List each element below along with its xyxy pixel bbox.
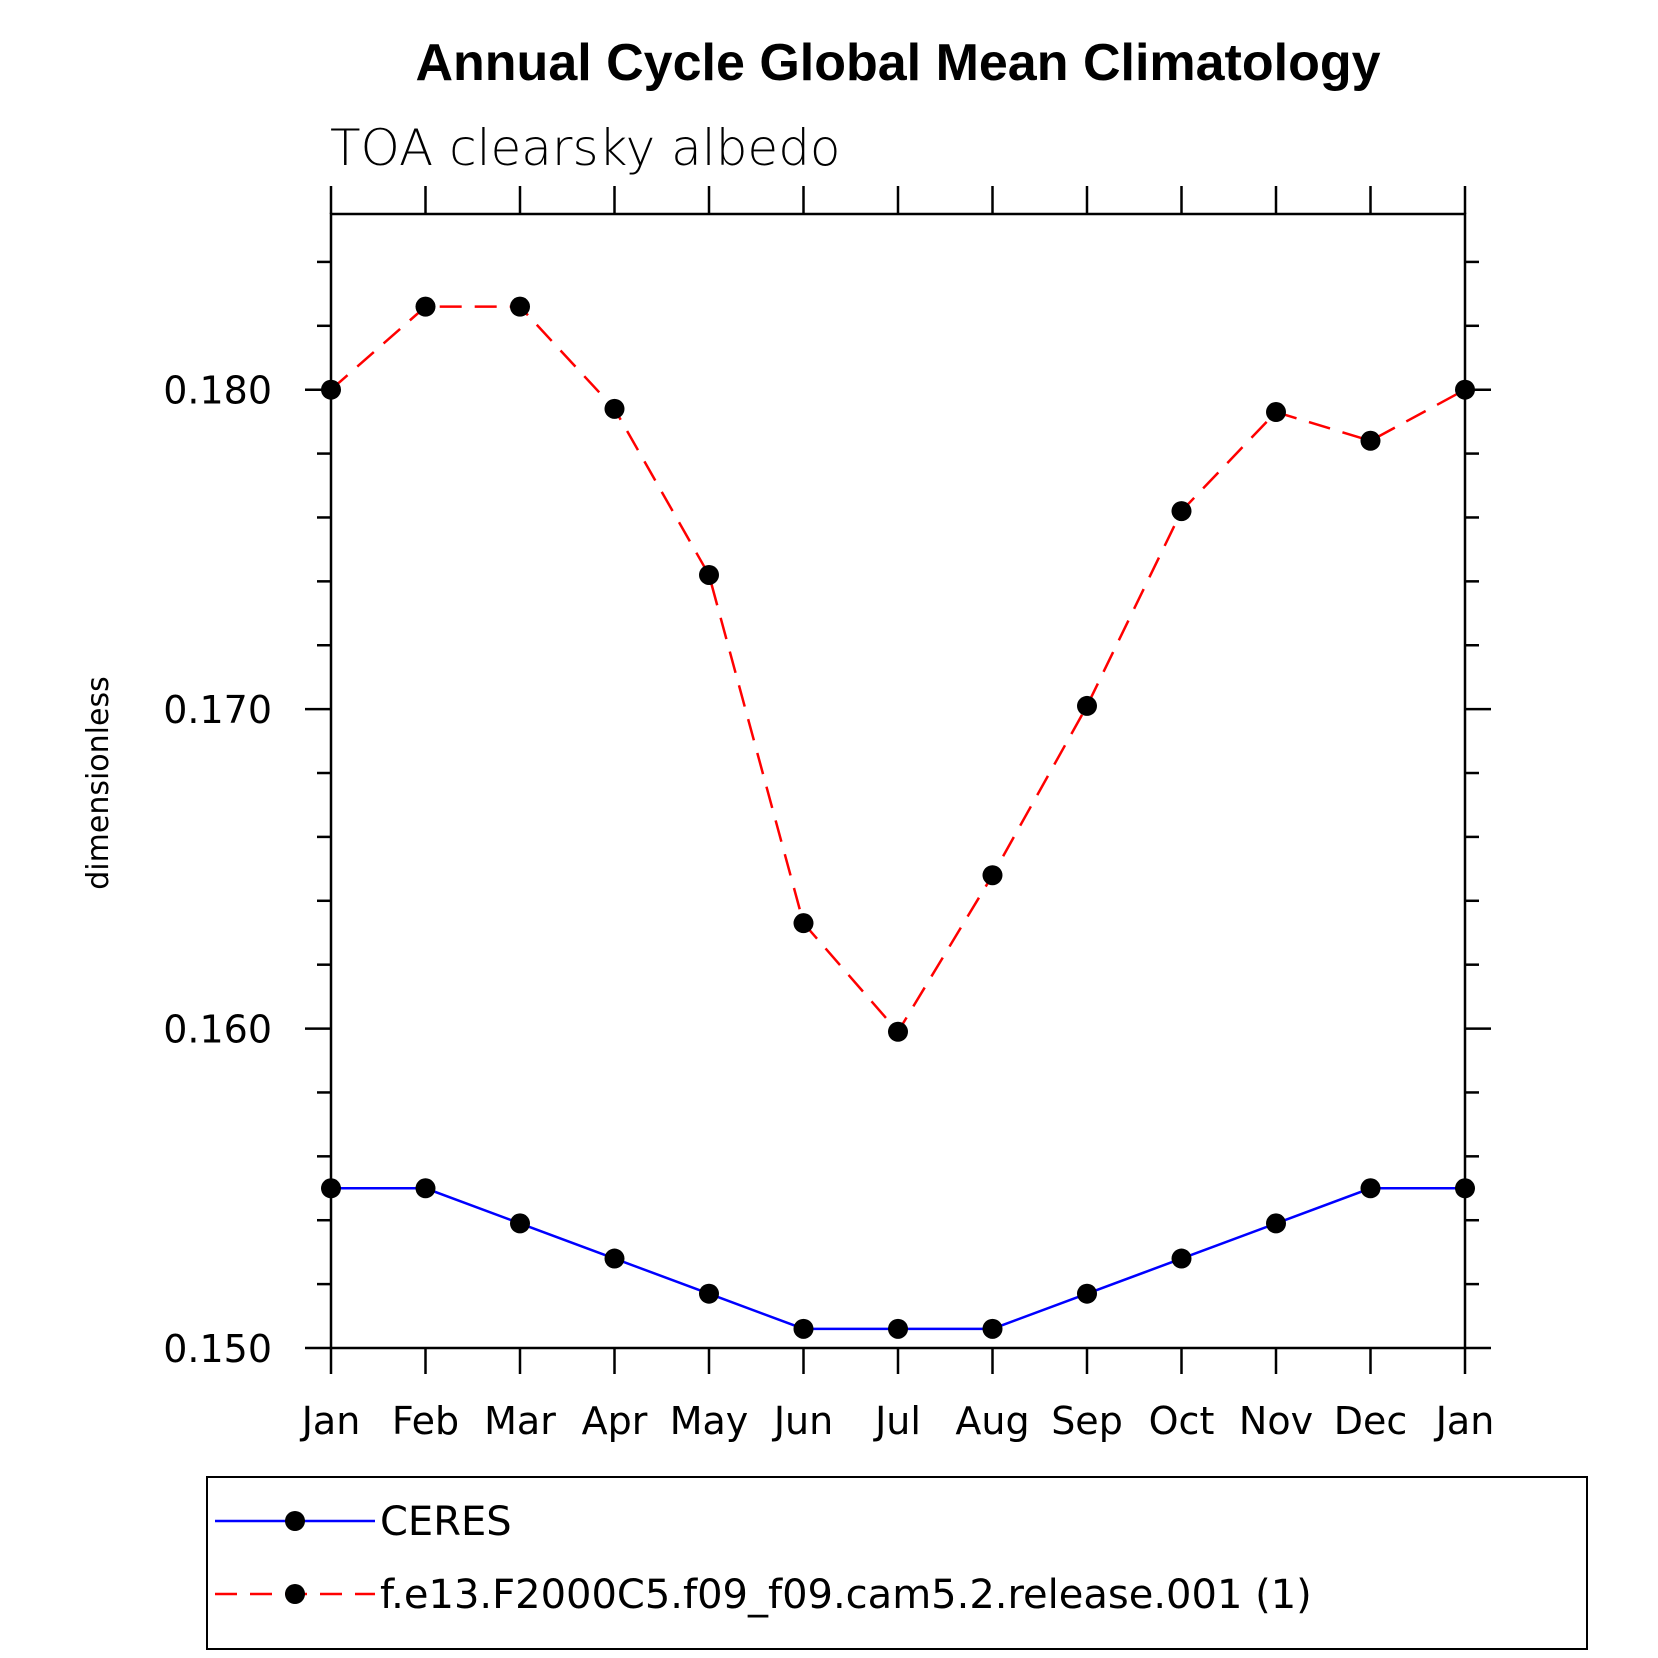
x-tick-label: Sep xyxy=(1051,1399,1123,1443)
plot-area: Jan Feb Mar Apr May Jun Jul Aug Sep Oct Nov Dec Jan 0… xyxy=(163,186,1494,1443)
x-tick-label: Aug xyxy=(955,1399,1029,1443)
series-1-point xyxy=(699,1283,719,1304)
legend-label-2: f.e13.F2000C5.f09_f09.cam5.2.release.001… xyxy=(380,1572,1312,1618)
series-1-point xyxy=(415,1178,436,1199)
series-2-point xyxy=(1455,379,1475,400)
series-2-point xyxy=(415,296,436,317)
chart-subtitle: TOA clearsky albedo xyxy=(330,119,841,177)
series-2-point xyxy=(888,1021,908,1042)
x-tick-label: Jan xyxy=(1434,1399,1495,1443)
legend-box xyxy=(206,1476,1588,1650)
x-tick-label: Dec xyxy=(1334,1399,1408,1443)
series-line-1 xyxy=(331,1187,1465,1331)
series-line-2 xyxy=(330,305,1466,1034)
series-1-point xyxy=(510,1213,530,1234)
series-2-point xyxy=(604,398,625,419)
legend-label-1: CERES xyxy=(380,1499,512,1545)
series-1-point xyxy=(793,1318,814,1339)
series-1-point xyxy=(604,1248,625,1269)
y-tick-label: 0.160 xyxy=(163,1008,272,1052)
series-2-point xyxy=(699,564,719,585)
x-tick-label: Mar xyxy=(484,1399,556,1443)
x-tick-label: Jan xyxy=(300,1399,361,1443)
series-2-point xyxy=(321,379,341,400)
x-tick-label: May xyxy=(670,1399,749,1443)
plot-frame xyxy=(329,212,1467,1350)
series-1-point xyxy=(888,1318,908,1339)
series-1-point xyxy=(1360,1178,1381,1199)
series-1-point xyxy=(1455,1178,1475,1199)
series-1-point xyxy=(321,1178,341,1199)
chart-title: Annual Cycle Global Mean Climatology xyxy=(415,34,1380,92)
series-2-point xyxy=(982,865,1003,886)
y-tick-label: 0.180 xyxy=(163,369,272,413)
series-2-point xyxy=(793,913,814,934)
x-tick-label: Oct xyxy=(1149,1399,1215,1443)
series-1-point xyxy=(1171,1248,1192,1269)
series-2-point xyxy=(1360,430,1381,451)
series-2-point xyxy=(1171,501,1192,522)
y-axis-label: dimensionless xyxy=(81,676,116,889)
x-tick-label: Nov xyxy=(1239,1399,1313,1443)
legend-marker-1 xyxy=(285,1511,305,1531)
series-2-point xyxy=(1266,402,1286,423)
series-1-point xyxy=(982,1318,1003,1339)
series-2-point xyxy=(1077,695,1097,716)
legend-marker-2 xyxy=(285,1584,305,1604)
series-1-point xyxy=(1077,1283,1097,1304)
x-tick-label: Apr xyxy=(582,1399,648,1443)
x-tick-label: Jul xyxy=(873,1399,921,1443)
series-2-point xyxy=(510,296,530,317)
legend: CERES f.e13.F2000C5.f09_f09.cam5.2.releas… xyxy=(206,1476,1588,1650)
series-1-point xyxy=(1266,1213,1286,1234)
y-tick-label: 0.170 xyxy=(163,688,272,732)
x-tick-label: Jun xyxy=(772,1399,833,1443)
x-tick-label: Feb xyxy=(392,1399,459,1443)
y-tick-label: 0.150 xyxy=(163,1327,272,1371)
